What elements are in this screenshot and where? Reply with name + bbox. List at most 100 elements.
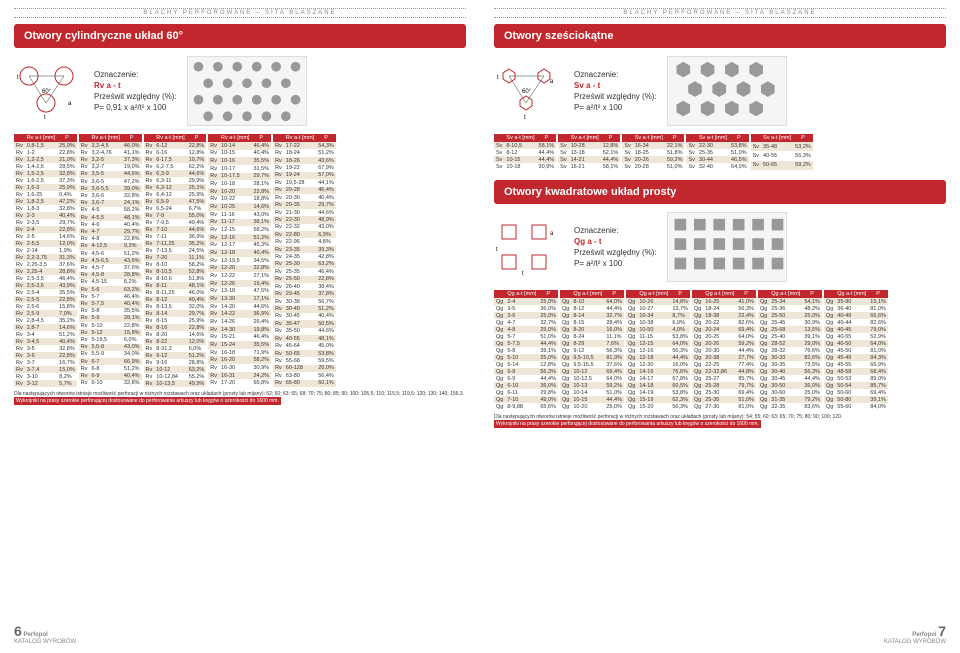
- table-row: Sv16-2158,1%: [558, 163, 620, 170]
- table-row: Rv26-4038,4%: [273, 283, 336, 290]
- table-row: Rv4-558,2%: [79, 207, 142, 214]
- table-row: Qg20-2564,0%: [692, 333, 756, 340]
- table-row: Qg6-944,4%: [494, 375, 558, 382]
- table-row: Qg3-625,0%: [494, 312, 558, 319]
- table-row: Rv4,5-158,2%: [79, 279, 142, 286]
- table-row: Rv8-2014,6%: [144, 331, 207, 338]
- table-row: Qg28-5229,0%: [758, 340, 822, 347]
- table-row: Rv1,2-2,521,0%: [14, 156, 77, 163]
- table-row: Qg10-2713,7%: [626, 305, 690, 312]
- table-row: Qg50-6069,4%: [824, 389, 888, 396]
- table-row: Qg6-856,3%: [494, 368, 558, 375]
- pattern-preview-sv: [667, 56, 787, 126]
- table-row: Qg6-1036,0%: [494, 382, 558, 389]
- table-row: Rv12-1745,3%: [208, 242, 271, 250]
- data-table: Rv a-t [mm]PRv10-1446,4%Rv10-1540,4%Rv10…: [208, 134, 271, 387]
- table-row: Qg20-3827,7%: [692, 354, 756, 361]
- table-row: Rv3-532,8%: [14, 345, 77, 352]
- label-oznaczenie: Oznaczenie:: [574, 69, 657, 80]
- table-row: Qg50-8039,1%: [824, 396, 888, 403]
- table-row: Qg25-6813,5%: [758, 326, 822, 333]
- table-row: Qg25-5025,0%: [758, 312, 822, 319]
- data-table: Sv a-t [mm]PSv35-4853,2%Sv40-5556,3%Sv50…: [751, 134, 813, 170]
- table-row: Rv63-8056,4%: [273, 372, 336, 379]
- table-row: Qg25-3551,0%: [692, 396, 756, 403]
- table-row: Qg25-3454,1%: [758, 298, 822, 305]
- table-row: Rv3-622,8%: [14, 352, 77, 359]
- svg-text:a: a: [68, 101, 72, 107]
- formula-sv: Oznaczenie: Sv a - t Prześwit względny (…: [574, 69, 657, 114]
- table-row: Rv8-31,26,0%: [144, 345, 207, 352]
- table-row: Rv17-2254,3%: [273, 142, 336, 149]
- table-row: Rv8-11,2546,0%: [144, 289, 207, 296]
- table-row: Rv8-13,532,0%: [144, 303, 207, 310]
- data-table: Sv a-t [mm]PSv16-3422,1%Sv18-2551,8%Sv20…: [622, 134, 684, 170]
- table-row: Rv45-6445,0%: [273, 342, 336, 349]
- table-row: Sv10-1830,9%: [494, 163, 556, 170]
- table-row: Rv30-4540,4%: [273, 313, 336, 320]
- table-row: Sv50-6559,2%: [751, 161, 813, 170]
- table-row: Rv12-1558,2%: [208, 226, 271, 234]
- diagram-rv: 60°tat: [14, 61, 84, 121]
- svg-text:t: t: [524, 115, 526, 121]
- table-row: Qg50-5485,7%: [824, 382, 888, 389]
- table-row: Rv3,2-4,7641,1%: [79, 149, 142, 156]
- table-row: Rv8-1148,1%: [144, 282, 207, 289]
- table-row: Rv2-3,529,7%: [14, 219, 77, 226]
- table-row: Qg5-1412,8%: [494, 361, 558, 368]
- table-row: Rv10-1446,4%: [208, 142, 271, 150]
- table-row: Qg30-5036,0%: [758, 382, 822, 389]
- table-row: Rv5-835,5%: [79, 308, 142, 315]
- table-row: Rv25-3063,2%: [273, 261, 336, 268]
- table-row: Rv3,2-537,3%: [79, 156, 142, 163]
- table-row: Rv8-1240,4%: [144, 296, 207, 303]
- table-group-rv: Rv a-t [mm]PRv0,8-1,525,9%Rv1-222,8%Rv1,…: [14, 134, 466, 387]
- table-row: Sv13-1852,1%: [558, 149, 620, 156]
- table-row: Qg10-1359,2%: [560, 382, 624, 389]
- table-row: Rv15-2435,5%: [208, 341, 271, 349]
- table-row: Qg35-9015,1%: [824, 298, 888, 305]
- table-row: Qg20-2469,4%: [692, 326, 756, 333]
- table-row: Qg10-348,7%: [626, 312, 690, 319]
- table-row: Qg36-4081,0%: [824, 305, 888, 312]
- table-row: Rv1,4-2,528,5%: [14, 163, 77, 170]
- table-row: Rv2-340,4%: [14, 212, 77, 219]
- table-row: Rv16-3030,9%: [208, 364, 271, 372]
- table-row: Rv10-17,529,7%: [208, 173, 271, 181]
- table-row: Rv1,8-2,547,2%: [14, 198, 77, 205]
- table-row: Qg8-297,6%: [560, 340, 624, 347]
- formula-rv: Oznaczenie: Rv a - t Prześwit względny (…: [94, 69, 177, 114]
- code-qg: Qg a - t: [574, 237, 602, 246]
- table-row: Rv65-8060,1%: [273, 380, 336, 388]
- code-sv: Sv a - t: [574, 81, 600, 90]
- table-row: Rv6-1612,8%: [144, 149, 207, 156]
- table-group-qg: Qg a-t [mm]PQg2-425,0%Qg3-536,0%Qg3-625,…: [494, 290, 946, 410]
- table-row: Rv22-806,9%: [273, 231, 336, 238]
- table-row: Rv5-19,56,0%: [79, 336, 142, 343]
- table-row: Rv17-2065,8%: [208, 379, 271, 387]
- table-row: Rv2,8-714,6%: [14, 324, 77, 331]
- table-row: Qg45-4984,3%: [824, 354, 888, 361]
- table-row: Qg25-4530,9%: [758, 319, 822, 326]
- page-number: 7: [938, 623, 946, 639]
- table-row: Qg15-2056,3%: [626, 403, 690, 410]
- table-row: Rv4-729,7%: [79, 228, 142, 235]
- table-row: Rv35-5044,6%: [273, 328, 336, 335]
- table-row: Rv8-1429,7%: [144, 310, 207, 317]
- table-row: Rv3-4,540,4%: [14, 338, 77, 345]
- table-row: Rv4,5-651,2%: [79, 250, 142, 257]
- table-row: Rv40-5548,1%: [273, 335, 336, 342]
- table-row: Rv2,25-428,8%: [14, 268, 77, 275]
- table-row: Rv7-11,2535,2%: [144, 240, 207, 247]
- table-row: Rv10-1540,4%: [208, 150, 271, 158]
- table-row: Rv10-1828,1%: [208, 180, 271, 188]
- table-row: Rv3,6-632,8%: [79, 192, 142, 199]
- table-row: Qg4-825,0%: [494, 326, 558, 333]
- table-row: Rv8-2212,0%: [144, 338, 207, 345]
- svg-text:t: t: [522, 271, 524, 277]
- table-row: Qg7-1049,0%: [494, 396, 558, 403]
- table-row: Sv20-2851,0%: [622, 163, 684, 170]
- table-row: Rv9-1628,8%: [144, 359, 207, 366]
- data-table: Sv a-t [mm]PSv22-3053,8%Sv25-3551,0%Sv30…: [686, 134, 748, 170]
- table-row: Rv6,3-1129,9%: [144, 177, 207, 184]
